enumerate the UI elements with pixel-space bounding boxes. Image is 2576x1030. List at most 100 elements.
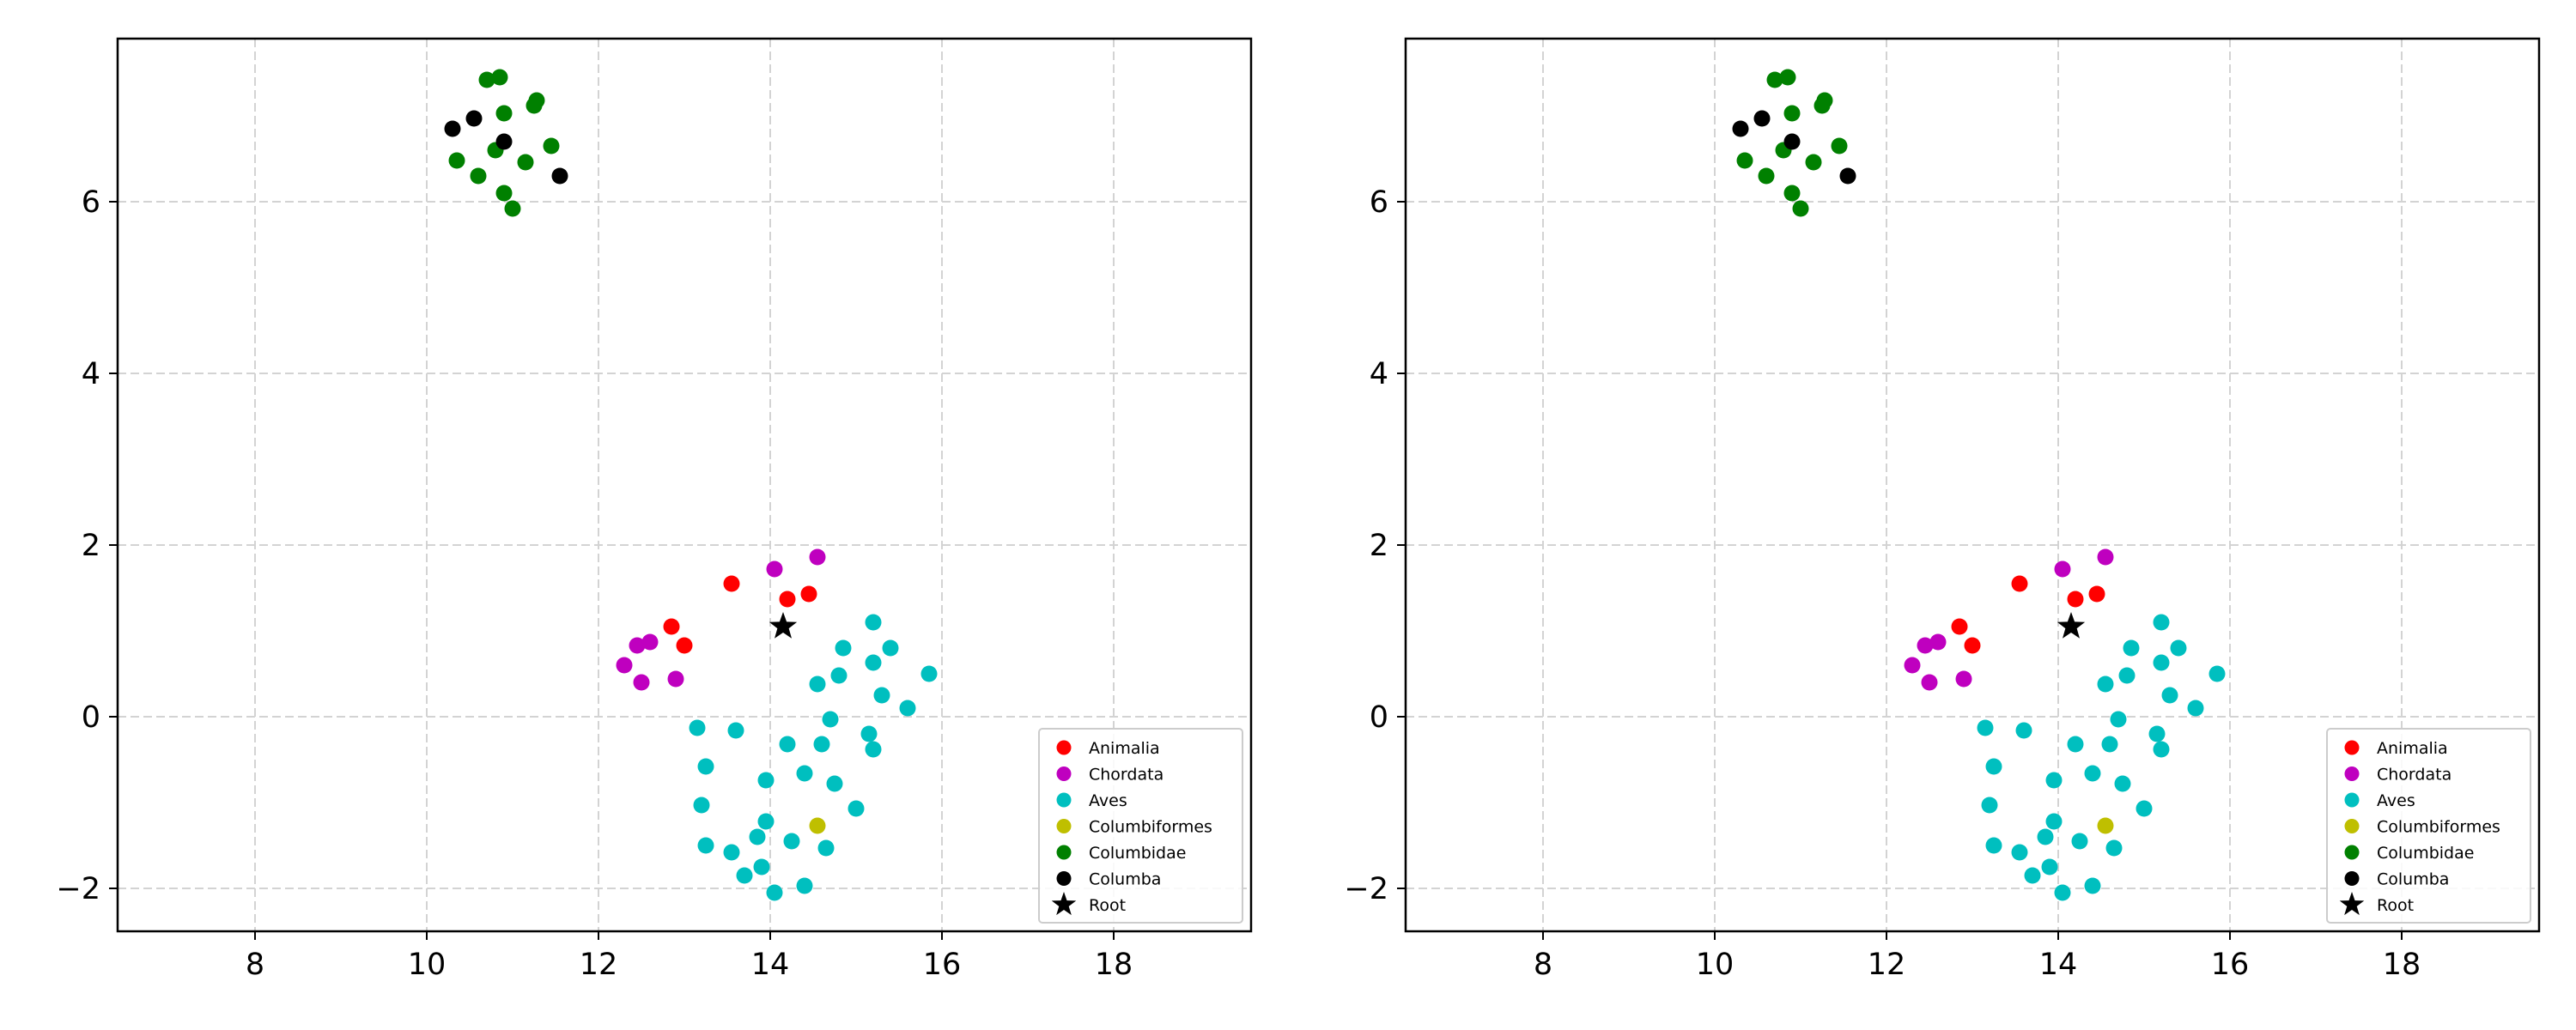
legend-label-aves: Aves	[1089, 791, 1127, 810]
y-tick-label: −2	[56, 872, 100, 906]
data-point-aves	[882, 639, 899, 657]
data-point-columbidae	[1736, 152, 1753, 169]
y-tick-label: 4	[1370, 357, 1388, 391]
legend-marker-root	[2339, 892, 2365, 916]
legend-label-columba: Columba	[2377, 870, 2449, 889]
legend-label-chordata: Chordata	[2377, 766, 2451, 785]
data-point-columba	[1732, 120, 1749, 137]
data-point-animalia	[1964, 637, 1981, 654]
data-point-aves	[2045, 772, 2063, 789]
data-point-columbidae	[470, 167, 487, 185]
data-point-columbidae	[1805, 154, 1822, 171]
legend: Animalia Chordata Aves Columbiformes Columbi…	[1038, 728, 1243, 924]
data-point-chordata	[766, 560, 783, 578]
data-point-animalia	[800, 585, 817, 603]
data-point-aves	[736, 867, 753, 884]
data-point-root	[2057, 612, 2086, 639]
y-tick-label: 0	[82, 700, 100, 735]
data-point-columbiformes	[809, 817, 826, 834]
data-point-chordata	[809, 548, 826, 566]
data-point-aves	[2084, 877, 2101, 894]
data-point-aves	[697, 758, 714, 775]
data-point-aves	[753, 858, 770, 876]
data-point-aves	[830, 667, 848, 684]
x-tick-label: 14	[751, 948, 790, 982]
data-point-aves	[2037, 828, 2054, 845]
data-point-aves	[2153, 614, 2170, 631]
data-point-columbidae	[1783, 185, 1801, 202]
legend-marker-animalia	[2344, 740, 2360, 755]
legend-marker-columba	[1056, 871, 1072, 886]
data-point-aves	[2041, 858, 2058, 876]
data-point-columba	[444, 120, 461, 137]
data-point-aves	[2161, 687, 2178, 704]
legend-label-columbidae: Columbidae	[2377, 844, 2474, 863]
data-point-columbidae	[543, 137, 560, 154]
data-point-aves	[2187, 700, 2204, 717]
x-tick-label: 14	[2039, 948, 2078, 982]
data-point-columbidae	[495, 185, 513, 202]
x-tick-label: 12	[1868, 948, 1906, 982]
data-point-animalia	[723, 575, 740, 592]
data-point-columba	[551, 167, 568, 185]
data-point-columbidae	[1831, 137, 1848, 154]
data-point-aves	[2148, 725, 2166, 742]
data-point-chordata	[1904, 657, 1921, 674]
x-tick-label: 16	[2211, 948, 2250, 982]
data-point-columbidae	[1783, 105, 1801, 122]
data-point-aves	[2011, 844, 2028, 861]
legend-marker-chordata	[1056, 766, 1072, 781]
data-point-aves	[865, 654, 882, 671]
data-point-columbidae	[1758, 167, 1775, 185]
data-point-aves	[2071, 833, 2088, 850]
x-tick-label: 12	[580, 948, 618, 982]
data-point-aves	[723, 844, 740, 861]
data-point-root	[769, 612, 798, 639]
data-point-columbidae	[1816, 92, 1833, 109]
axes-frame	[116, 37, 1253, 933]
y-tick-label: 4	[82, 357, 100, 391]
data-point-animalia	[2067, 591, 2084, 608]
legend-marker-columbidae	[2344, 845, 2360, 860]
data-point-aves	[1985, 837, 2002, 854]
data-point-aves	[813, 736, 830, 753]
legend-label-chordata: Chordata	[1089, 766, 1163, 785]
y-tick-label: 0	[1370, 700, 1388, 735]
data-point-aves	[2054, 884, 2071, 901]
legend-marker-columba	[2344, 871, 2360, 886]
legend-label-columbiformes: Columbiformes	[2377, 818, 2500, 837]
data-point-aves	[835, 639, 852, 657]
data-point-aves	[826, 775, 843, 792]
x-tick-label: 10	[1696, 948, 1735, 982]
data-point-aves	[779, 736, 796, 753]
data-point-chordata	[629, 637, 646, 654]
data-point-animalia	[663, 618, 680, 635]
data-point-aves	[860, 725, 878, 742]
data-point-columba	[1839, 167, 1856, 185]
data-point-aves	[899, 700, 916, 717]
legend-marker-aves	[2344, 792, 2360, 808]
data-point-aves	[2105, 839, 2123, 857]
data-point-aves	[693, 797, 710, 814]
legend-marker-root	[1051, 892, 1077, 916]
x-tick-label: 8	[1534, 948, 1552, 982]
data-point-columba	[465, 110, 483, 127]
legend-label-columbiformes: Columbiformes	[1089, 818, 1212, 837]
data-point-aves	[1985, 758, 2002, 775]
data-point-aves	[2136, 800, 2153, 817]
y-tick-label: 2	[1370, 529, 1388, 563]
data-point-aves	[2170, 639, 2187, 657]
x-tick-label: 18	[2383, 948, 2421, 982]
data-point-aves	[689, 719, 706, 736]
data-point-aves	[727, 722, 744, 739]
data-point-columba	[1783, 133, 1801, 150]
y-tick-label: −2	[1344, 872, 1388, 906]
plot-panel-1: 8 10 12 14 16 18 −2 0 2 4 6 Animalia Chordata Aves Col…	[56, 37, 1253, 982]
data-point-animalia	[676, 637, 693, 654]
data-point-columbidae	[1792, 200, 1809, 217]
data-point-chordata	[1955, 670, 1972, 688]
data-point-aves	[757, 772, 775, 789]
data-point-aves	[796, 877, 813, 894]
plot-panel-2: 8 10 12 14 16 18 −2 0 2 4 6 Animalia Chordata Aves Col…	[1344, 37, 2541, 982]
x-tick-label: 8	[246, 948, 264, 982]
